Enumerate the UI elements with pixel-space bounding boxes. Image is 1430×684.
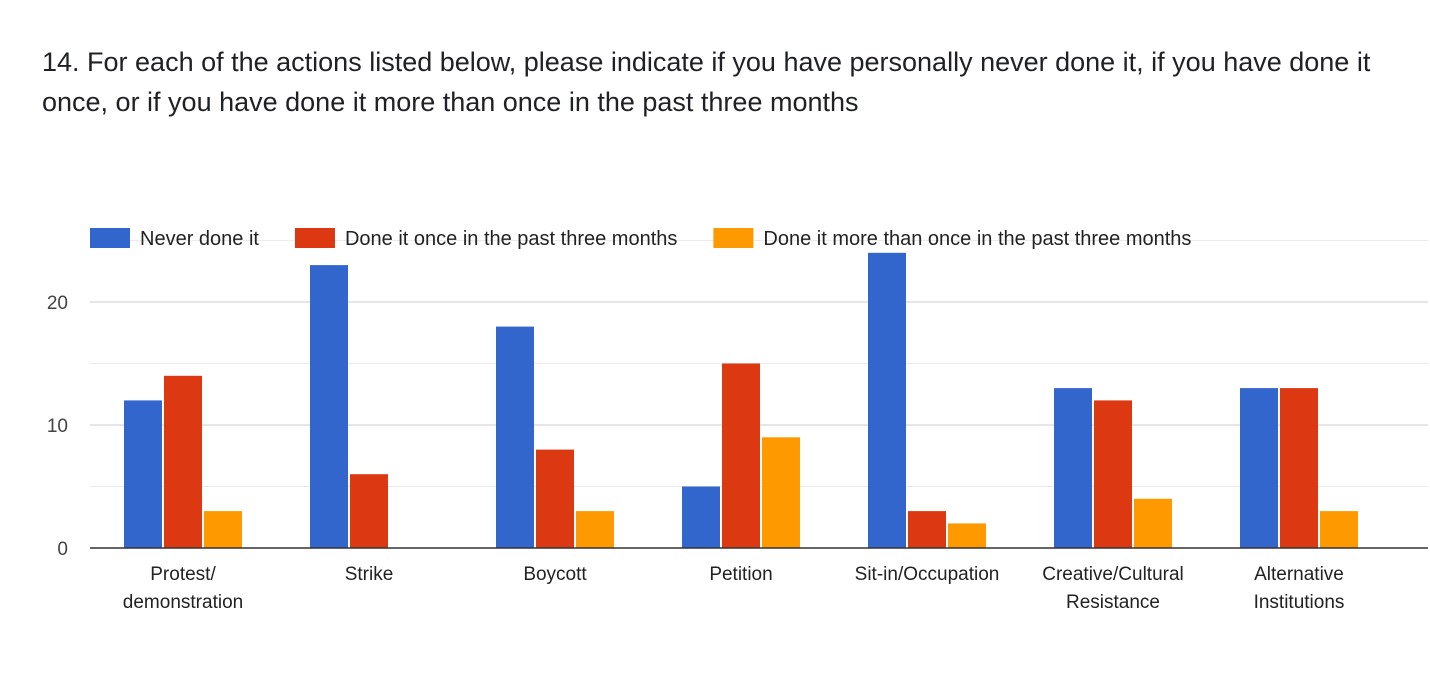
legend-label: Done it once in the past three months <box>345 228 677 250</box>
legend-label: Never done it <box>140 228 259 250</box>
bar[interactable] <box>204 511 242 548</box>
bar[interactable] <box>496 326 534 548</box>
axes: 0 10 20 Protest/demonstration Strike Boycott P… <box>47 293 1428 613</box>
bar[interactable] <box>1280 388 1318 548</box>
x-category-label: Sit-in/Occupation <box>855 564 1000 585</box>
bar[interactable] <box>1320 511 1358 548</box>
bar[interactable] <box>762 437 800 548</box>
bar[interactable] <box>722 363 760 549</box>
y-tick-label: 20 <box>47 293 68 314</box>
legend-item[interactable]: Done it more than once in the past three… <box>713 228 1191 250</box>
x-category-label: Strike <box>345 564 394 585</box>
bar[interactable] <box>948 523 986 548</box>
bar[interactable] <box>1054 388 1092 548</box>
bar[interactable] <box>310 265 348 548</box>
legend-swatch <box>294 228 335 248</box>
bar[interactable] <box>576 511 614 548</box>
x-category-label: Creative/Cultural Resistance <box>1042 564 1184 613</box>
legend-item[interactable]: Never done it <box>90 228 259 250</box>
bar[interactable] <box>164 375 202 548</box>
bar[interactable] <box>1094 400 1132 548</box>
bar[interactable] <box>908 511 946 548</box>
x-category-label: Boycott <box>523 564 587 585</box>
legend-label: Done it more than once in the past three… <box>763 228 1191 250</box>
question-title: 14. For each of the actions listed below… <box>42 47 1371 117</box>
x-category-label: Petition <box>709 564 772 585</box>
y-tick-label: 10 <box>47 416 68 437</box>
y-tick-label: 0 <box>57 539 68 560</box>
x-category-label: Protest/demonstration <box>123 564 243 613</box>
bar[interactable] <box>124 400 162 548</box>
bar[interactable] <box>536 449 574 548</box>
bar[interactable] <box>682 486 720 549</box>
bar[interactable] <box>1240 388 1278 548</box>
legend[interactable]: Never done it Done it once in the past th… <box>90 228 1191 250</box>
legend-item[interactable]: Done it once in the past three months <box>294 228 677 250</box>
bar[interactable] <box>868 252 906 549</box>
x-category-label: Alternative Institutions <box>1254 564 1345 613</box>
bars <box>124 252 1358 549</box>
bar[interactable] <box>350 474 388 548</box>
bar[interactable] <box>1134 498 1172 548</box>
legend-swatch <box>90 228 130 248</box>
legend-swatch <box>713 228 754 248</box>
